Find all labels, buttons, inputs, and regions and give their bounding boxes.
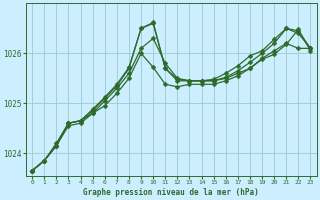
X-axis label: Graphe pression niveau de la mer (hPa): Graphe pression niveau de la mer (hPa)	[84, 188, 259, 197]
